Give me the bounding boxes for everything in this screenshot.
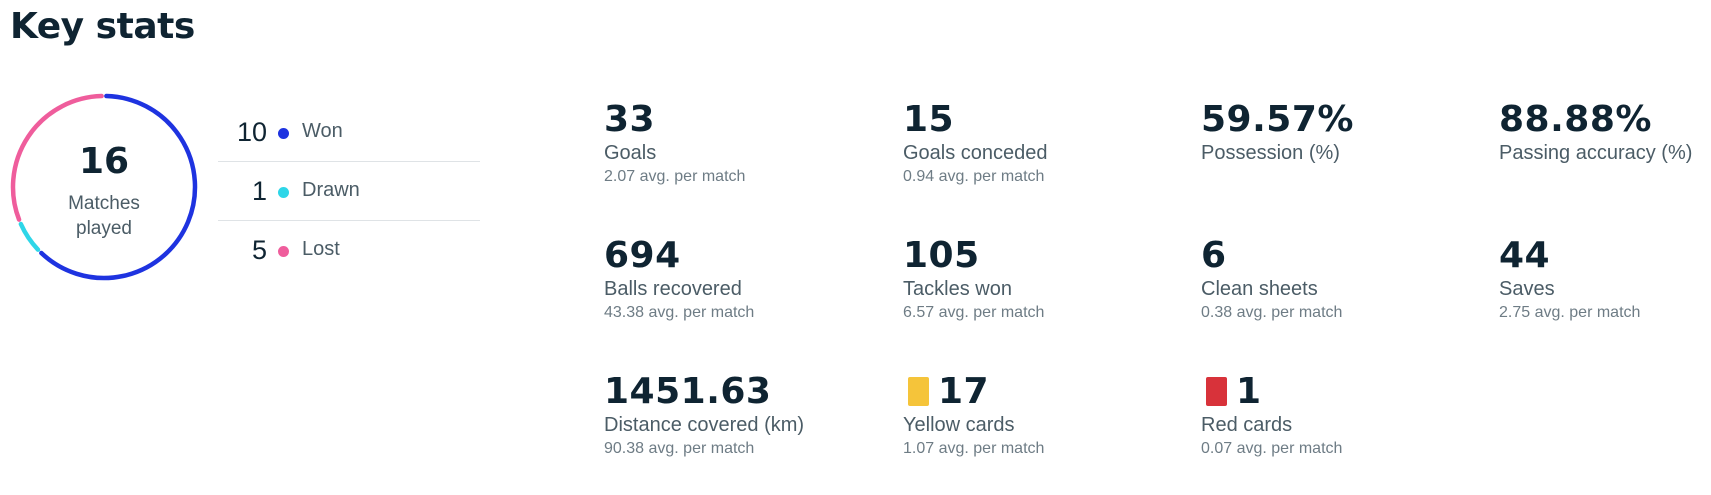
red-card-icon [1206, 376, 1227, 406]
stat-avg: 43.38 avg. per match [604, 304, 755, 321]
stat-value: 33 [604, 98, 656, 140]
stat-avg: 2.07 avg. per match [604, 168, 746, 185]
stat-label: Clean sheets [1201, 278, 1318, 300]
stat-value: 17 [938, 370, 990, 412]
stat-tackles-won: 105 Tackles won 6.57 avg. per match [903, 233, 1193, 322]
result-row-drawn: 1 Drawn [218, 162, 480, 221]
stat-label: Distance covered (km) [604, 414, 805, 436]
drawn-dot-icon [278, 187, 289, 198]
stat-value: 15 [903, 98, 955, 140]
matches-played-ring: 16 Matches played [8, 91, 200, 283]
stat-value: 1451.63 [604, 370, 772, 412]
stat-distance-covered: 1451.63 Distance covered (km) 90.38 avg.… [604, 369, 894, 458]
lost-count: 5 [251, 235, 267, 265]
stat-value: 1 [1236, 370, 1262, 412]
ring-arc-lost [10, 93, 104, 222]
stat-label: Yellow cards [903, 414, 1015, 436]
won-label: Won [302, 120, 343, 142]
stat-possession: 59.57% Possession (%) [1201, 97, 1491, 168]
stat-value: 44 [1499, 234, 1551, 276]
stat-clean-sheets: 6 Clean sheets 0.38 avg. per match [1201, 233, 1491, 322]
drawn-label: Drawn [302, 179, 360, 201]
stat-avg: 0.07 avg. per match [1201, 440, 1343, 457]
won-count: 10 [236, 117, 267, 147]
stat-saves: 44 Saves 2.75 avg. per match [1499, 233, 1709, 322]
stat-label: Goals [604, 142, 657, 164]
stat-goals: 33 Goals 2.07 avg. per match [604, 97, 894, 186]
matches-played-value: 16 [78, 141, 130, 182]
stat-label: Saves [1499, 278, 1555, 300]
stat-value: 88.88% [1499, 98, 1652, 140]
stat-label: Possession (%) [1201, 142, 1340, 164]
stat-avg: 6.57 avg. per match [903, 304, 1045, 321]
stat-avg: 1.07 avg. per match [903, 440, 1045, 457]
result-row-lost: 5 Lost [218, 221, 480, 279]
stat-balls-recovered: 694 Balls recovered 43.38 avg. per match [604, 233, 894, 322]
stat-yellow-cards: 17 Yellow cards 1.07 avg. per match [903, 369, 1193, 458]
drawn-count: 1 [251, 176, 267, 206]
result-row-won: 10 Won [218, 103, 480, 162]
stat-avg: 0.38 avg. per match [1201, 304, 1343, 321]
page-title: Key stats [10, 6, 195, 47]
stat-avg: 90.38 avg. per match [604, 440, 755, 457]
stat-label: Tackles won [903, 278, 1012, 300]
stat-value: 6 [1201, 234, 1227, 276]
ring-arc-won [39, 93, 198, 281]
won-dot-icon [278, 128, 289, 139]
stat-label: Passing accuracy (%) [1499, 142, 1693, 164]
stat-avg: 2.75 avg. per match [1499, 304, 1641, 321]
stat-goals-conceded: 15 Goals conceded 0.94 avg. per match [903, 97, 1193, 186]
stat-avg: 0.94 avg. per match [903, 168, 1045, 185]
results-list: 10 Won 1 Drawn 5 Lost [218, 103, 480, 279]
stat-passing-accuracy: 88.88% Passing accuracy (%) [1499, 97, 1709, 168]
ring-arc-drawn [18, 221, 41, 252]
lost-label: Lost [302, 238, 340, 260]
stat-label: Goals conceded [903, 142, 1048, 164]
stat-label: Balls recovered [604, 278, 742, 300]
stat-value: 59.57% [1201, 98, 1354, 140]
results-ring-chart [10, 93, 198, 281]
stat-red-cards: 1 Red cards 0.07 avg. per match [1201, 369, 1491, 458]
yellow-card-icon [908, 376, 929, 406]
matches-played-label: Matches played [68, 193, 140, 239]
stat-value: 694 [604, 234, 681, 276]
lost-dot-icon [278, 246, 289, 257]
stat-label: Red cards [1201, 414, 1293, 436]
stat-value: 105 [903, 234, 980, 276]
